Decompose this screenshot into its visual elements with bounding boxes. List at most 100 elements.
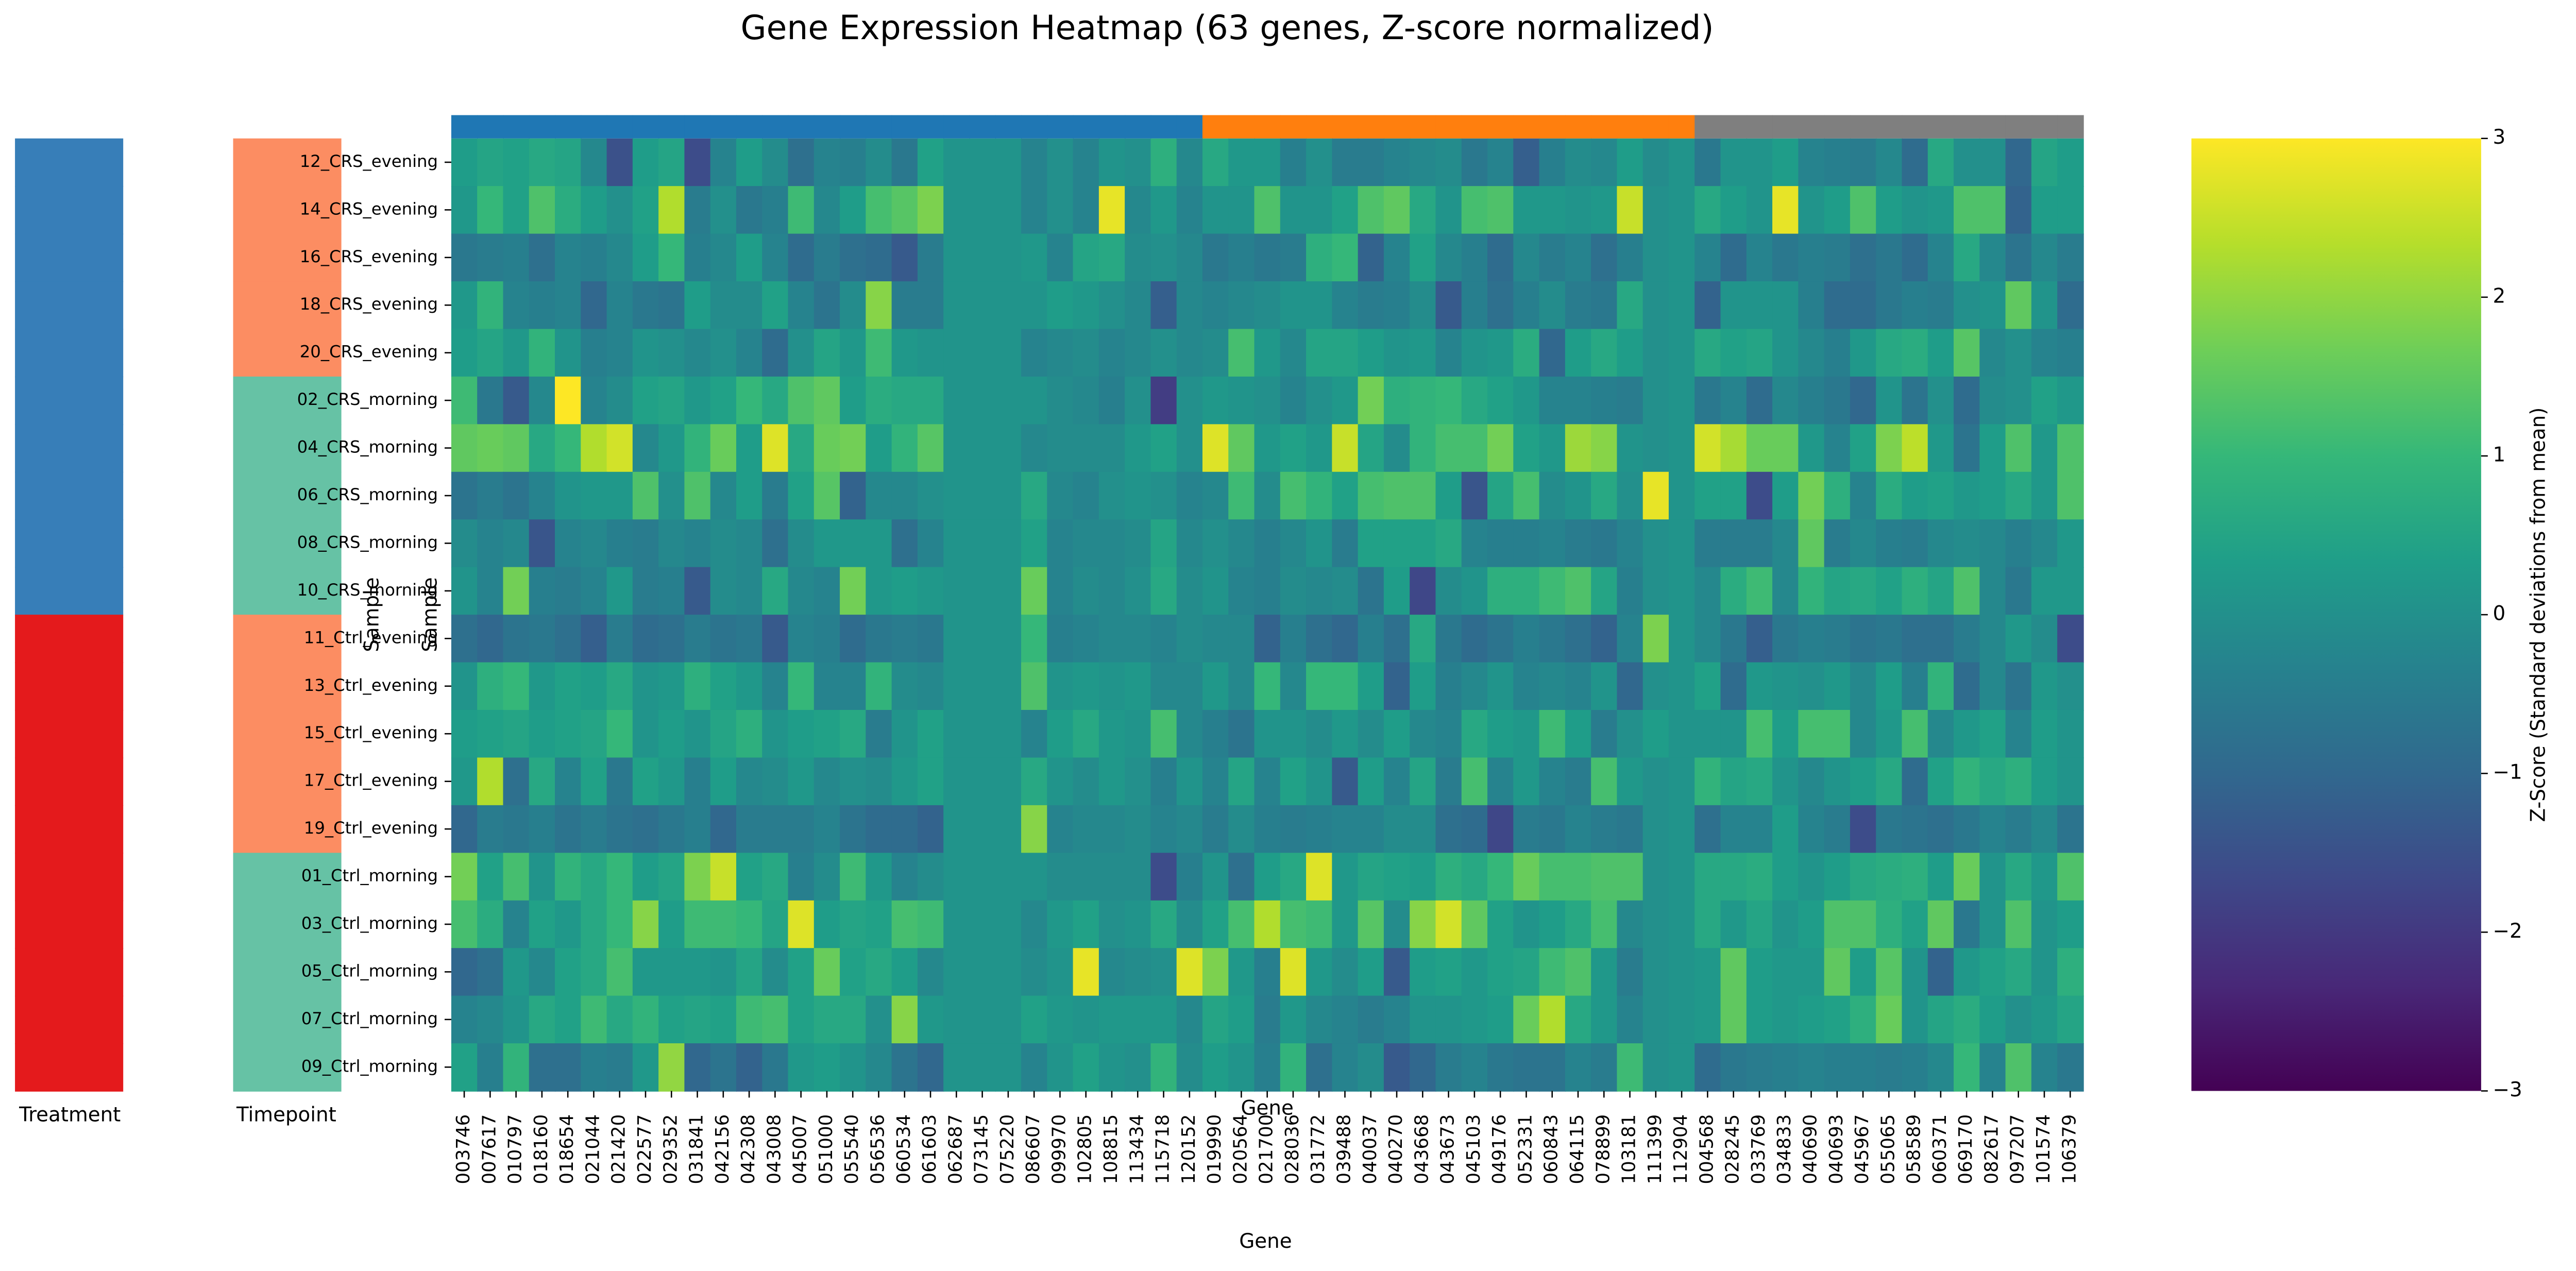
heatmap-cell xyxy=(1125,329,1151,378)
heatmap-cell xyxy=(1513,1043,1540,1092)
heatmap-cell xyxy=(788,281,815,330)
heatmap-cell xyxy=(762,615,789,663)
column-color-bar xyxy=(1098,115,1126,139)
heatmap-cell xyxy=(2031,615,2058,663)
heatmap-cell xyxy=(1176,424,1204,473)
heatmap-cell xyxy=(1954,948,1980,996)
heatmap-cell xyxy=(1332,853,1359,902)
heatmap-cell xyxy=(1202,900,1229,949)
column-color-bar xyxy=(1642,115,1670,139)
heatmap-cell xyxy=(1461,757,1488,806)
heatmap-cell xyxy=(1617,519,1643,568)
heatmap-cell xyxy=(1461,376,1488,425)
heatmap-cell xyxy=(814,471,841,520)
heatmap-cell xyxy=(1150,233,1177,282)
heatmap-cell xyxy=(1073,567,1100,616)
heatmap-cell xyxy=(606,805,634,854)
heatmap-cell xyxy=(2057,948,2084,996)
heatmap-cell xyxy=(1720,567,1748,616)
heatmap-cell xyxy=(788,615,815,663)
heatmap-cell xyxy=(1617,471,1643,520)
heatmap-cell xyxy=(632,233,659,282)
heatmap-cell xyxy=(684,662,711,711)
heatmap-cell xyxy=(1642,376,1670,425)
heatmap-cell xyxy=(1850,853,1877,902)
heatmap-cell xyxy=(1642,662,1670,711)
heatmap-cell xyxy=(606,757,634,806)
heatmap-cell xyxy=(1176,805,1204,854)
heatmap-cell xyxy=(1850,567,1877,616)
heatmap-cell xyxy=(1047,1043,1074,1092)
heatmap-cell xyxy=(943,805,970,854)
heatmap-cell xyxy=(1383,233,1411,282)
heatmap-cell xyxy=(1461,615,1488,663)
heatmap-cell xyxy=(477,662,504,711)
heatmap-cell xyxy=(451,900,478,949)
heatmap-cell xyxy=(1876,853,1903,902)
heatmap-cell xyxy=(1513,662,1540,711)
heatmap-cell xyxy=(1979,186,2006,234)
heatmap-cell xyxy=(1202,1043,1229,1092)
heatmap-cell xyxy=(891,233,919,282)
heatmap-cell xyxy=(995,1043,1022,1092)
heatmap-cell xyxy=(2005,376,2032,425)
heatmap-cell xyxy=(1280,424,1307,473)
heatmap-cell xyxy=(1642,567,1670,616)
heatmap-cell xyxy=(814,805,841,854)
heatmap-cell xyxy=(1642,281,1670,330)
heatmap-cell xyxy=(1461,519,1488,568)
heatmap-cell xyxy=(1954,424,1980,473)
heatmap-cell xyxy=(1306,900,1333,949)
heatmap-cell xyxy=(684,138,711,187)
heatmap-cell xyxy=(1150,709,1177,758)
heatmap-cell xyxy=(1979,900,2006,949)
heatmap-cell xyxy=(1487,329,1514,378)
heatmap-cell xyxy=(1668,376,1696,425)
heatmap-cell xyxy=(1539,376,1566,425)
heatmap-cell xyxy=(555,138,582,187)
heatmap-cell xyxy=(1254,519,1281,568)
heatmap-cell xyxy=(1125,615,1151,663)
heatmap-cell xyxy=(1021,233,1048,282)
heatmap-cell xyxy=(1876,948,1903,996)
heatmap-cell xyxy=(581,329,607,378)
heatmap-cell xyxy=(917,281,944,330)
heatmap-cell xyxy=(1902,424,1929,473)
heatmap-cell xyxy=(1021,424,1048,473)
heatmap-cell xyxy=(2031,995,2058,1044)
heatmap-cell xyxy=(1694,709,1721,758)
heatmap-cell xyxy=(1228,853,1255,902)
heatmap-cell xyxy=(866,709,892,758)
heatmap-cell xyxy=(1824,233,1851,282)
heatmap-cell xyxy=(1513,186,1540,234)
heatmap-cell xyxy=(1539,995,1566,1044)
heatmap-cell xyxy=(2031,757,2058,806)
column-color-bar xyxy=(555,115,582,139)
heatmap-cell xyxy=(1798,900,1825,949)
heatmap-cell xyxy=(1927,376,1955,425)
heatmap-cell xyxy=(943,138,970,187)
heatmap-cell xyxy=(1021,757,1048,806)
heatmap-cell xyxy=(555,709,582,758)
column-color-bar xyxy=(917,115,944,139)
heatmap-cell xyxy=(1513,471,1540,520)
heatmap-cell xyxy=(1461,233,1488,282)
heatmap-cell xyxy=(632,1043,659,1092)
heatmap-cell xyxy=(1694,567,1721,616)
heatmap-cell xyxy=(1150,376,1177,425)
row-color-bar xyxy=(233,853,342,902)
heatmap-cell xyxy=(969,615,996,663)
heatmap-cell xyxy=(1202,233,1229,282)
heatmap-cell xyxy=(503,281,530,330)
heatmap-cell xyxy=(658,900,685,949)
heatmap-cell xyxy=(840,948,867,996)
column-color-bar xyxy=(451,115,478,139)
heatmap-cell xyxy=(1798,853,1825,902)
heatmap-cell xyxy=(1824,662,1851,711)
heatmap-cell xyxy=(1850,1043,1877,1092)
heatmap-cell xyxy=(1410,948,1436,996)
heatmap-cell xyxy=(1668,329,1696,378)
heatmap-cell xyxy=(477,519,504,568)
heatmap-cell xyxy=(1642,1043,1670,1092)
heatmap-cell xyxy=(1176,1043,1204,1092)
